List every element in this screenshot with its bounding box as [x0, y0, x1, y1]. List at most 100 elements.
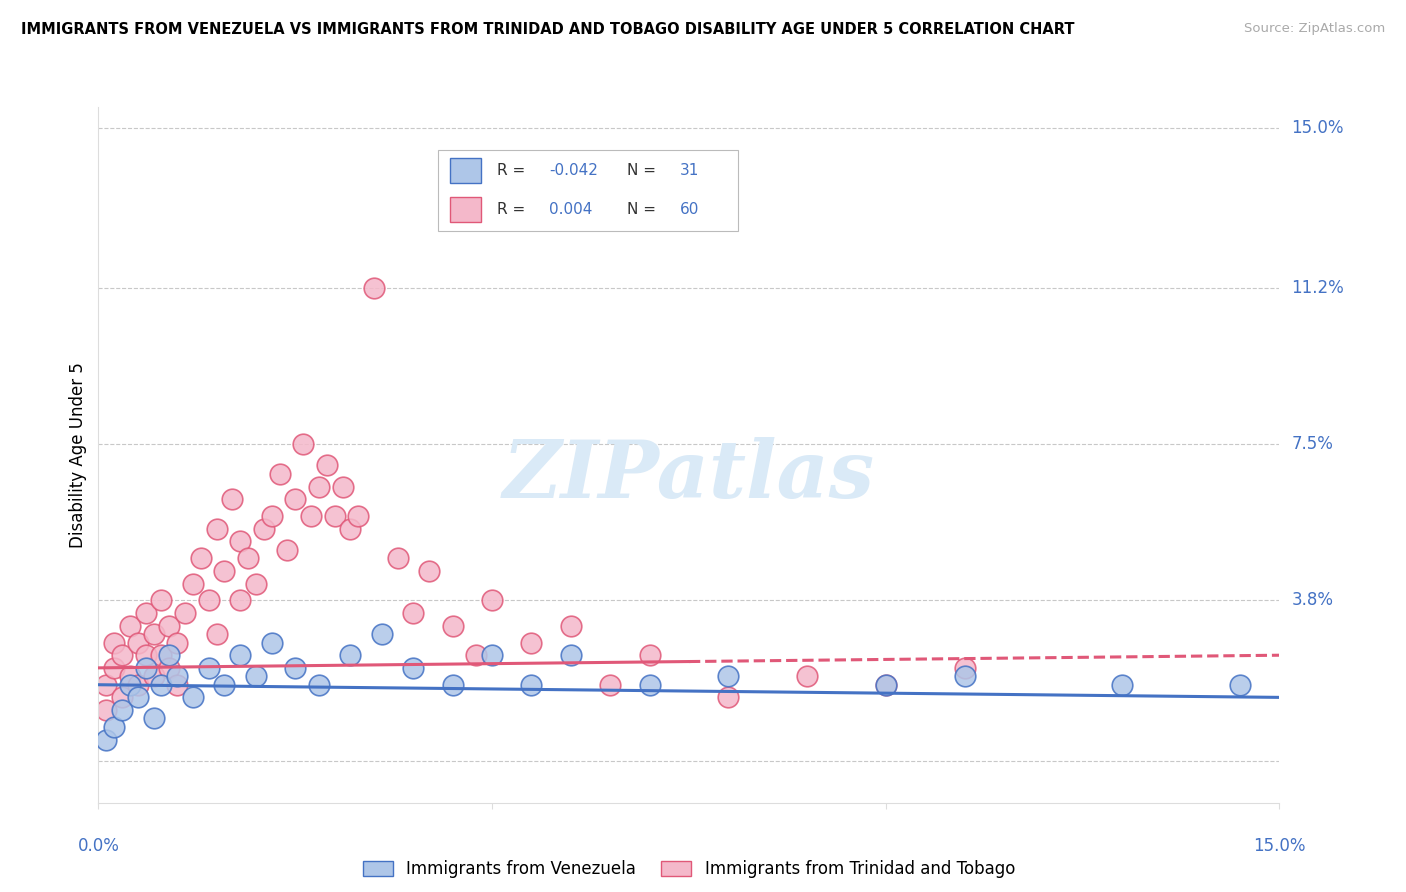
- Point: [127, 678, 149, 692]
- Point: [1229, 678, 1251, 692]
- Text: Source: ZipAtlas.com: Source: ZipAtlas.com: [1244, 22, 1385, 36]
- Point: [103, 720, 125, 734]
- Point: [111, 648, 134, 663]
- Point: [481, 593, 503, 607]
- FancyBboxPatch shape: [450, 197, 481, 222]
- Point: [214, 678, 236, 692]
- Point: [181, 690, 204, 705]
- Point: [96, 678, 118, 692]
- Point: [214, 564, 236, 578]
- Y-axis label: Disability Age Under 5: Disability Age Under 5: [69, 362, 87, 548]
- Point: [229, 534, 252, 549]
- Point: [221, 492, 243, 507]
- Point: [135, 648, 157, 663]
- Point: [118, 669, 141, 683]
- Point: [339, 522, 361, 536]
- Point: [299, 509, 322, 524]
- FancyBboxPatch shape: [450, 158, 481, 183]
- Point: [875, 678, 897, 692]
- Point: [284, 661, 307, 675]
- Point: [796, 669, 818, 683]
- Point: [166, 678, 188, 692]
- Point: [127, 635, 149, 649]
- Text: 11.2%: 11.2%: [1291, 279, 1344, 297]
- Point: [135, 606, 157, 620]
- Text: R =: R =: [496, 163, 530, 178]
- Point: [520, 678, 543, 692]
- Point: [1111, 678, 1133, 692]
- Point: [236, 551, 259, 566]
- Point: [260, 635, 283, 649]
- Point: [269, 467, 291, 481]
- Point: [308, 479, 330, 493]
- Text: 0.004: 0.004: [550, 202, 593, 217]
- Point: [190, 551, 212, 566]
- Point: [638, 678, 661, 692]
- Point: [245, 669, 267, 683]
- Point: [953, 669, 976, 683]
- Text: 3.8%: 3.8%: [1291, 591, 1333, 609]
- Point: [142, 627, 165, 641]
- Text: 7.5%: 7.5%: [1291, 435, 1333, 453]
- Point: [465, 648, 488, 663]
- Point: [371, 627, 394, 641]
- Point: [229, 593, 252, 607]
- Point: [166, 669, 188, 683]
- Point: [111, 690, 134, 705]
- Point: [875, 678, 897, 692]
- Text: 15.0%: 15.0%: [1291, 120, 1344, 137]
- Point: [481, 648, 503, 663]
- Point: [560, 618, 582, 632]
- Point: [276, 542, 298, 557]
- Point: [260, 509, 283, 524]
- Point: [157, 661, 180, 675]
- Legend: Immigrants from Venezuela, Immigrants from Trinidad and Tobago: Immigrants from Venezuela, Immigrants fr…: [356, 854, 1022, 885]
- Point: [197, 661, 219, 675]
- Point: [339, 648, 361, 663]
- Text: IMMIGRANTS FROM VENEZUELA VS IMMIGRANTS FROM TRINIDAD AND TOBAGO DISABILITY AGE : IMMIGRANTS FROM VENEZUELA VS IMMIGRANTS …: [21, 22, 1074, 37]
- Point: [315, 458, 337, 473]
- Point: [323, 509, 346, 524]
- Point: [181, 576, 204, 591]
- Text: ZIPatlas: ZIPatlas: [503, 437, 875, 515]
- Point: [418, 564, 440, 578]
- Point: [118, 618, 141, 632]
- Point: [284, 492, 307, 507]
- Point: [157, 618, 180, 632]
- Point: [253, 522, 276, 536]
- Point: [245, 576, 267, 591]
- Text: -0.042: -0.042: [550, 163, 599, 178]
- Text: 31: 31: [679, 163, 699, 178]
- FancyBboxPatch shape: [439, 150, 738, 231]
- Point: [599, 678, 621, 692]
- Point: [347, 509, 370, 524]
- Point: [717, 669, 740, 683]
- Point: [332, 479, 354, 493]
- Point: [111, 703, 134, 717]
- Point: [402, 661, 425, 675]
- Point: [142, 669, 165, 683]
- Point: [953, 661, 976, 675]
- Point: [402, 606, 425, 620]
- Point: [387, 551, 409, 566]
- Point: [441, 678, 464, 692]
- Text: 60: 60: [679, 202, 699, 217]
- Point: [96, 703, 118, 717]
- Point: [441, 618, 464, 632]
- Point: [205, 627, 228, 641]
- Point: [229, 648, 252, 663]
- Point: [638, 648, 661, 663]
- Point: [308, 678, 330, 692]
- Point: [520, 635, 543, 649]
- Point: [150, 678, 173, 692]
- Point: [717, 690, 740, 705]
- Point: [166, 635, 188, 649]
- Point: [363, 281, 385, 295]
- Point: [150, 593, 173, 607]
- Text: 15.0%: 15.0%: [1253, 837, 1306, 855]
- Point: [118, 678, 141, 692]
- Point: [174, 606, 197, 620]
- Point: [150, 648, 173, 663]
- Point: [103, 635, 125, 649]
- Point: [103, 661, 125, 675]
